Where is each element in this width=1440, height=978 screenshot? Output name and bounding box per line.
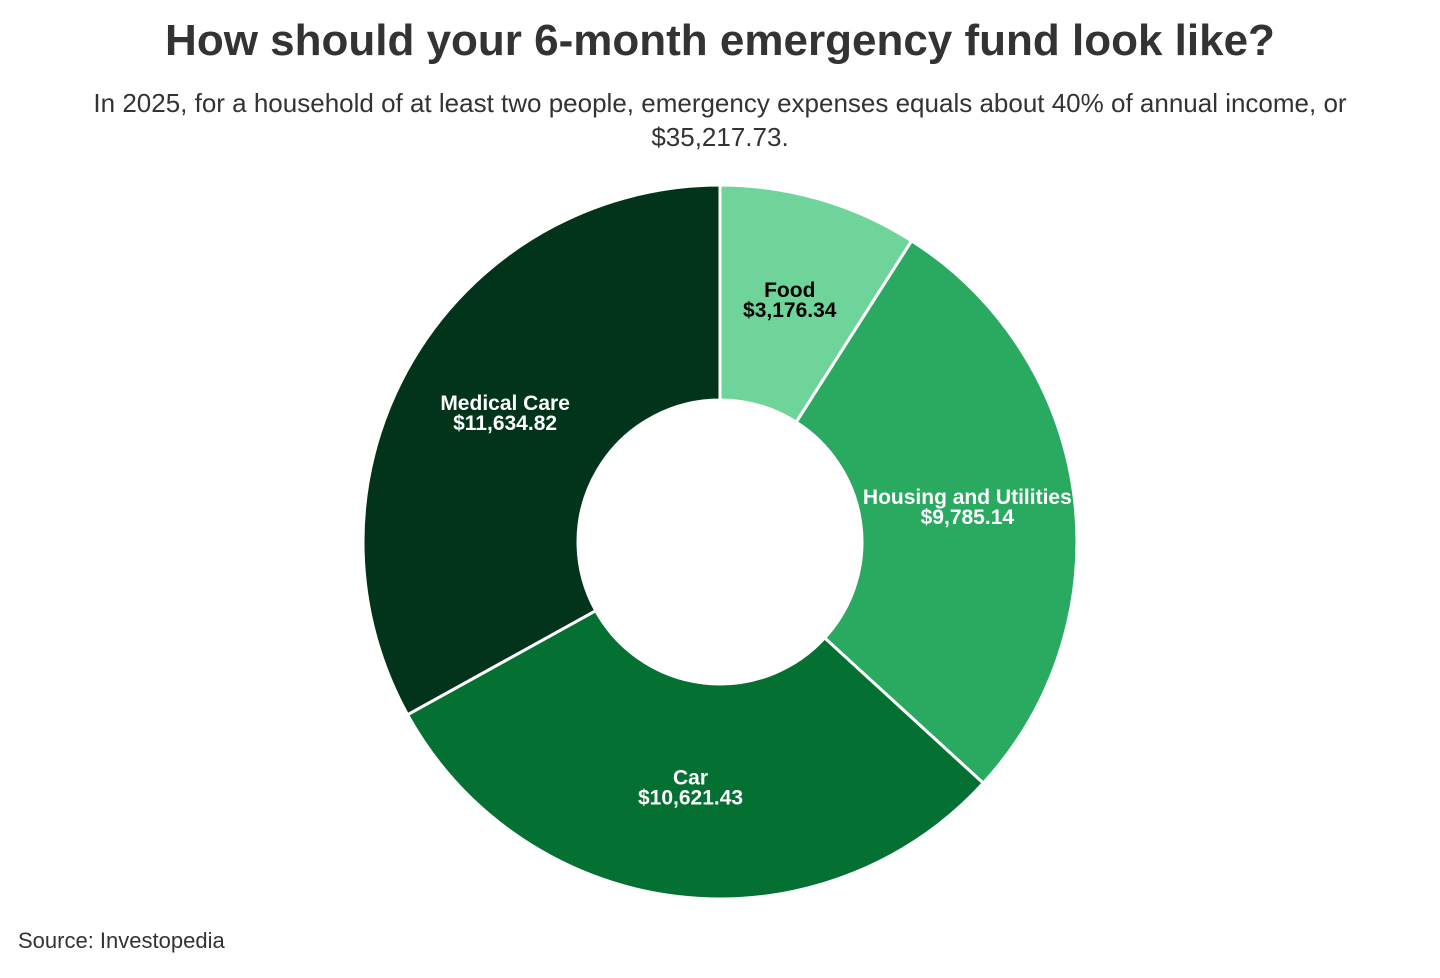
slice [361, 183, 722, 717]
slice [794, 239, 1079, 785]
chart-title: How should your 6-month emergency fund l… [165, 16, 1275, 65]
chart-subtitle: In 2025, for a household of at least two… [93, 88, 1347, 152]
slice-value-label: $9,785.14 [921, 506, 1015, 529]
slice [406, 609, 985, 901]
slice-label: Housing and Utilities [863, 486, 1072, 509]
slice-value-label: $11,634.82 [453, 412, 557, 435]
slice-label: Car [673, 766, 708, 789]
source-note: Source: Investopedia [18, 928, 225, 953]
slice-label: Food [764, 279, 815, 302]
slice-value-label: $10,621.43 [638, 786, 743, 809]
slice-value-label: $3,176.34 [743, 299, 837, 322]
slice-label: Medical Care [440, 392, 570, 415]
